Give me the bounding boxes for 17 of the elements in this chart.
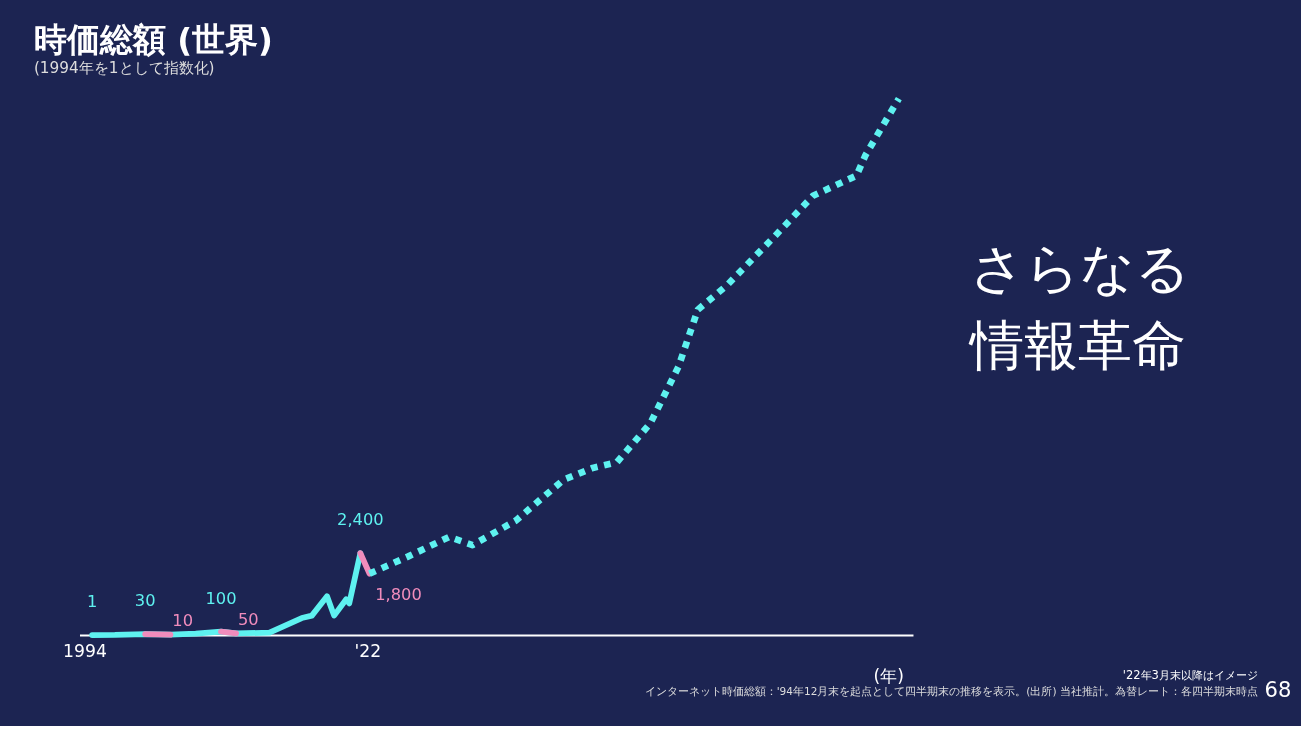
text: 情報革命 — [968, 313, 1187, 377]
data-label: 10 — [172, 611, 194, 631]
chart-title: 時価総額 (世界) — [33, 21, 273, 60]
x-axis-title: (年) — [873, 665, 904, 686]
chart-subtitle: (1994年を1として指数化) — [33, 59, 215, 78]
text: 68 — [1264, 677, 1292, 703]
text: '22年3月末以降はイメージ — [1122, 668, 1258, 683]
data-label: 100 — [205, 588, 237, 608]
data-label: 2,400 — [337, 510, 384, 530]
x-tick-label: '22 — [354, 640, 382, 661]
data-label: 30 — [134, 591, 156, 611]
data-label: 1 — [86, 592, 98, 612]
text: さらなる — [970, 237, 1191, 301]
text: インターネット時価総額：'94年12月末を起点として四半期末の推移を表示。(出所) 当社推計。為替レート：各四半期末時点 — [644, 685, 1258, 698]
data-label: 50 — [238, 609, 259, 629]
x-tick-label: 1994 — [63, 640, 107, 661]
data-label: 1,800 — [375, 584, 422, 604]
